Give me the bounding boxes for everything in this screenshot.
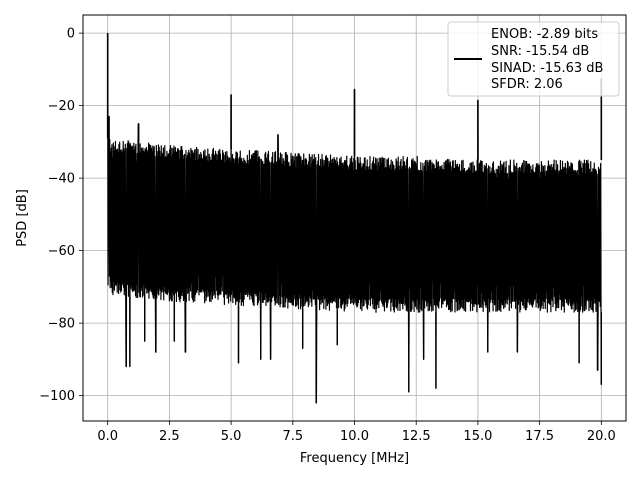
y-tick-label: −60 <box>48 244 75 259</box>
x-tick-label: 0.0 <box>97 429 118 444</box>
legend-enob: ENOB: -2.89 bits <box>491 27 598 42</box>
y-tick-label: −40 <box>48 172 75 187</box>
y-axis-label: PSD [dB] <box>15 189 30 247</box>
x-tick-label: 17.5 <box>525 429 554 444</box>
legend-sinad: SINAD: -15.63 dB <box>491 61 603 76</box>
y-tick-label: −20 <box>48 99 75 114</box>
legend-sfdr: SFDR: 2.06 <box>491 77 563 92</box>
x-axis-label: Frequency [MHz] <box>300 451 409 466</box>
legend-snr: SNR: -15.54 dB <box>491 44 589 59</box>
psd-series-line <box>106 33 603 404</box>
x-tick-label: 15.0 <box>463 429 492 444</box>
x-tick-label: 12.5 <box>402 429 431 444</box>
x-tick-label: 2.5 <box>159 429 180 444</box>
x-tick-label: 5.0 <box>221 429 242 444</box>
x-tick-label: 7.5 <box>282 429 303 444</box>
y-tick-label: 0 <box>67 27 75 42</box>
axis-ticks: 0.0 2.5 5.0 7.5 10.0 12.5 15.0 17.5 20.0 0 −20 −40 −… <box>39 27 616 444</box>
y-tick-label: −80 <box>48 317 75 332</box>
y-tick-label: −100 <box>39 389 75 404</box>
legend-box <box>447 21 620 97</box>
x-tick-label: 10.0 <box>340 429 369 444</box>
psd-trace <box>107 33 602 404</box>
x-tick-label: 20.0 <box>587 429 616 444</box>
legend: ENOB: -2.89 bits SNR: -15.54 dB SINAD: -… <box>447 21 620 97</box>
